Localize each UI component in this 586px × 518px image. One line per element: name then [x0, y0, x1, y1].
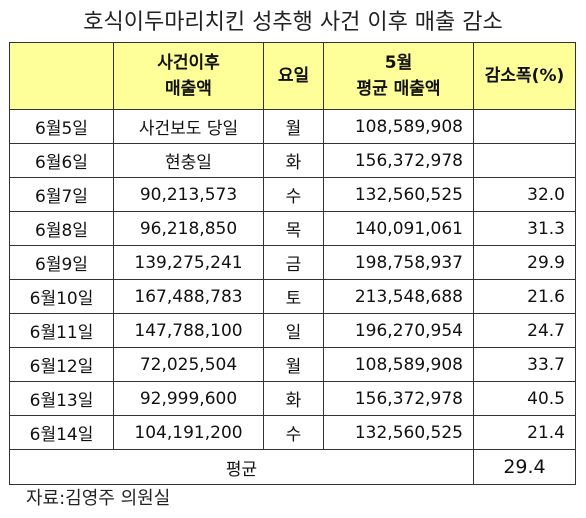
table-body: 6월5일 사건보도 당일 월 108,589,908 6월6일 현충일 화 156,372,9…	[9, 109, 576, 450]
cell-avg: 108,589,908	[323, 347, 474, 382]
cell-decrease: 24.7	[473, 313, 576, 348]
cell-date: 6월5일	[9, 109, 114, 144]
cell-avg: 132,560,525	[323, 415, 474, 450]
cell-decrease: 21.6	[473, 279, 576, 314]
sales-table: 사건이후 매출액 요일 5월 평균 매출액 감소폭(%) 6월5일 사건보도 당일…	[9, 42, 576, 485]
cell-decrease: 31.3	[473, 211, 576, 246]
cell-date: 6월7일	[9, 177, 114, 212]
table-row: 6월10일 167,488,783 토 213,548,688 21.6	[9, 279, 576, 314]
cell-day: 목	[263, 211, 324, 246]
cell-decrease: 40.5	[473, 381, 576, 416]
header-row: 사건이후 매출액 요일 5월 평균 매출액 감소폭(%)	[9, 42, 576, 110]
cell-date: 6월6일	[9, 143, 114, 178]
cell-sales: 147,788,100	[113, 313, 264, 348]
header-avg: 5월 평균 매출액	[323, 42, 474, 110]
cell-date: 6월13일	[9, 381, 114, 416]
table-row: 6월9일 139,275,241 금 198,758,937 29.9	[9, 245, 576, 280]
cell-avg: 108,589,908	[323, 109, 474, 144]
average-label: 평균	[9, 449, 474, 485]
cell-avg: 198,758,937	[323, 245, 474, 280]
cell-sales: 사건보도 당일	[113, 109, 264, 144]
cell-sales: 72,025,504	[113, 347, 264, 382]
cell-avg: 213,548,688	[323, 279, 474, 314]
source-note: 자료:김영주 의원실	[26, 488, 171, 509]
table-row: 6월14일 104,191,200 수 132,560,525 21.4	[9, 415, 576, 450]
cell-day: 수	[263, 177, 324, 212]
cell-day: 화	[263, 143, 324, 178]
header-sales: 사건이후 매출액	[113, 42, 264, 110]
cell-avg: 196,270,954	[323, 313, 474, 348]
cell-decrease: 21.4	[473, 415, 576, 450]
cell-day: 월	[263, 109, 324, 144]
cell-date: 6월12일	[9, 347, 114, 382]
header-sales-line2: 매출액	[165, 79, 212, 99]
cell-date: 6월9일	[9, 245, 114, 280]
table-row: 6월11일 147,788,100 일 196,270,954 24.7	[9, 313, 576, 348]
table-row: 6월7일 90,213,573 수 132,560,525 32.0	[9, 177, 576, 212]
cell-sales: 96,218,850	[113, 211, 264, 246]
header-decrease: 감소폭(%)	[473, 42, 576, 110]
cell-day: 월	[263, 347, 324, 382]
table-row: 6월8일 96,218,850 목 140,091,061 31.3	[9, 211, 576, 246]
cell-date: 6월8일	[9, 211, 114, 246]
cell-decrease	[473, 143, 576, 178]
header-avg-line1: 5월	[384, 53, 413, 73]
cell-avg: 156,372,978	[323, 143, 474, 178]
cell-decrease: 33.7	[473, 347, 576, 382]
average-value: 29.4	[473, 449, 576, 485]
table-row: 6월5일 사건보도 당일 월 108,589,908	[9, 109, 576, 144]
cell-date: 6월10일	[9, 279, 114, 314]
cell-avg: 156,372,978	[323, 381, 474, 416]
header-avg-line2: 평균 매출액	[356, 79, 441, 99]
cell-day: 토	[263, 279, 324, 314]
header-date	[9, 42, 114, 110]
table-row: 6월6일 현충일 화 156,372,978	[9, 143, 576, 178]
cell-day: 화	[263, 381, 324, 416]
cell-day: 수	[263, 415, 324, 450]
table-row: 6월12일 72,025,504 월 108,589,908 33.7	[9, 347, 576, 382]
table-row: 6월13일 92,999,600 화 156,372,978 40.5	[9, 381, 576, 416]
page-title: 호식이두마리치킨 성추행 사건 이후 매출 감소	[83, 10, 503, 35]
header-sales-line1: 사건이후	[157, 53, 220, 73]
cell-sales: 167,488,783	[113, 279, 264, 314]
cell-sales: 현충일	[113, 143, 264, 178]
cell-day: 일	[263, 313, 324, 348]
cell-sales: 90,213,573	[113, 177, 264, 212]
cell-day: 금	[263, 245, 324, 280]
cell-avg: 132,560,525	[323, 177, 474, 212]
cell-decrease	[473, 109, 576, 144]
header-day: 요일	[263, 42, 324, 110]
cell-decrease: 32.0	[473, 177, 576, 212]
cell-avg: 140,091,061	[323, 211, 474, 246]
cell-date: 6월14일	[9, 415, 114, 450]
cell-sales: 139,275,241	[113, 245, 264, 280]
cell-date: 6월11일	[9, 313, 114, 348]
cell-sales: 104,191,200	[113, 415, 264, 450]
cell-sales: 92,999,600	[113, 381, 264, 416]
average-row: 평균 29.4	[9, 449, 576, 485]
cell-decrease: 29.9	[473, 245, 576, 280]
